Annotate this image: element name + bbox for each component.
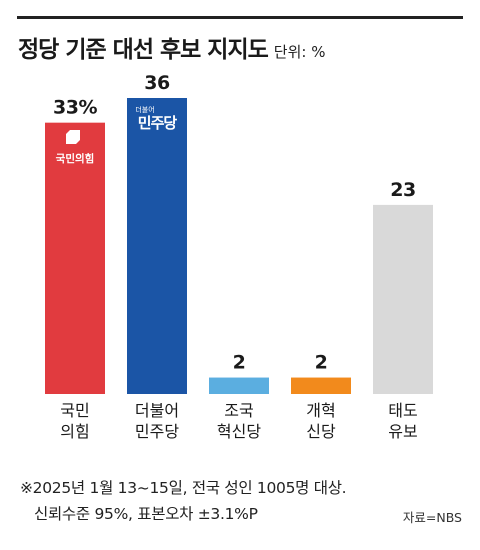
category-label-4-line-2: 신당 bbox=[306, 422, 336, 441]
bar-1 bbox=[45, 122, 105, 395]
category-label-3-line-1: 조국 bbox=[224, 401, 253, 420]
value-label-4: 2 bbox=[315, 352, 328, 374]
chart-title-text: 정당 기준 대선 후보 지지도 bbox=[18, 37, 269, 63]
logo-prefix: 더불어 bbox=[135, 105, 154, 114]
category-label-5-line-1: 태도 bbox=[388, 401, 417, 420]
footnote-line-1: ※2025년 1월 13~15일, 전국 성인 1005명 대상. bbox=[20, 479, 347, 497]
category-label-2-line-1: 더불어 bbox=[135, 401, 179, 420]
category-label-5-line-2: 유보 bbox=[388, 422, 417, 441]
party-logo-1: 국민의힘 bbox=[56, 130, 95, 165]
bar-5 bbox=[373, 204, 433, 394]
value-label-3: 2 bbox=[233, 352, 246, 374]
category-label-2-line-2: 민주당 bbox=[135, 422, 179, 441]
top-rule bbox=[17, 16, 463, 19]
source-label: 자료=NBS bbox=[402, 510, 462, 525]
chart-title: 정당 기준 대선 후보 지지도 단위: % bbox=[18, 30, 325, 64]
category-label-3-line-2: 혁신당 bbox=[217, 422, 261, 441]
category-label-1-line-1: 국민 bbox=[60, 401, 89, 420]
bar-3 bbox=[209, 377, 269, 394]
logo-text-1: 국민의힘 bbox=[56, 152, 95, 165]
bar-4 bbox=[291, 377, 351, 394]
value-label-1: 33% bbox=[53, 97, 97, 119]
category-label-1-line-2: 의힘 bbox=[60, 422, 89, 441]
bar-2 bbox=[127, 98, 187, 394]
logo-mark-shape bbox=[66, 130, 80, 144]
unit-label: 단위: % bbox=[273, 43, 326, 61]
value-label-2: 36 bbox=[144, 72, 170, 94]
category-label-4-line-1: 개혁 bbox=[306, 401, 335, 420]
footnote-line-2: 신뢰수준 95%, 표본오차 ±3.1%P bbox=[34, 505, 258, 523]
logo-text-2: 민주당 bbox=[138, 114, 178, 132]
value-label-5: 23 bbox=[390, 179, 415, 201]
